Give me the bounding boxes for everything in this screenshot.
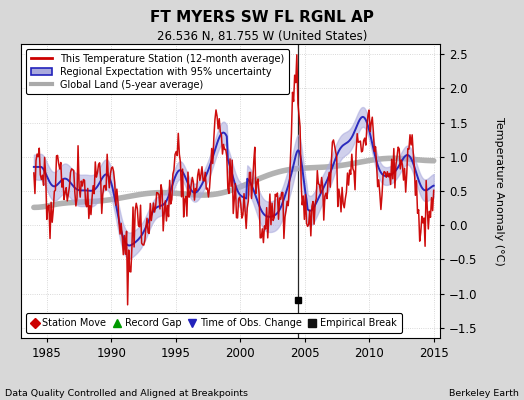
Text: FT MYERS SW FL RGNL AP: FT MYERS SW FL RGNL AP [150,10,374,25]
Text: Berkeley Earth: Berkeley Earth [449,389,519,398]
Y-axis label: Temperature Anomaly (°C): Temperature Anomaly (°C) [494,117,505,265]
Legend: Station Move, Record Gap, Time of Obs. Change, Empirical Break: Station Move, Record Gap, Time of Obs. C… [26,314,402,333]
Text: 26.536 N, 81.755 W (United States): 26.536 N, 81.755 W (United States) [157,30,367,43]
Text: Data Quality Controlled and Aligned at Breakpoints: Data Quality Controlled and Aligned at B… [5,389,248,398]
